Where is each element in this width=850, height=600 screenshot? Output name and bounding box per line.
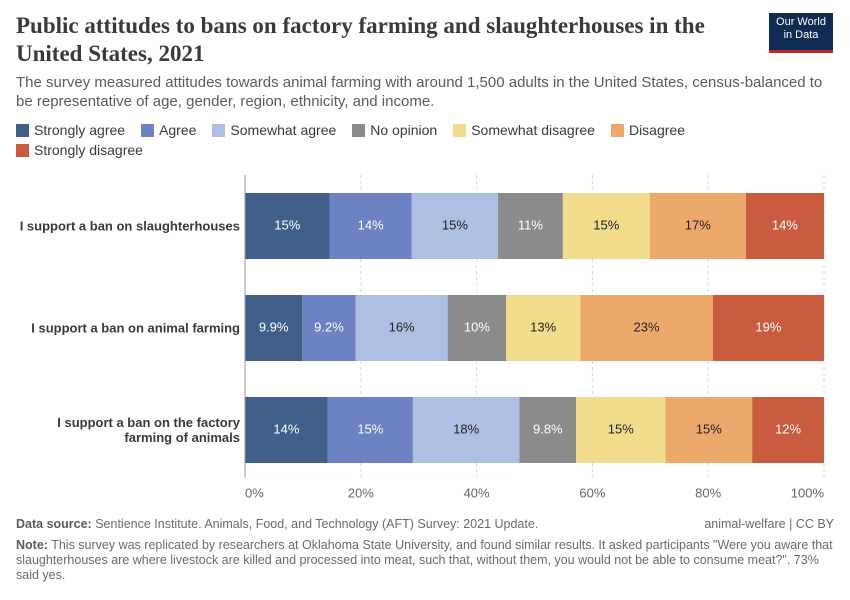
legend-label: Agree bbox=[159, 122, 197, 138]
bar-segment bbox=[562, 193, 650, 259]
value-label: 23% bbox=[634, 319, 660, 334]
legend-label: No opinion bbox=[370, 122, 438, 138]
category-label: I support a ban on slaughterhouses bbox=[19, 218, 240, 234]
license[interactable]: animal-welfare | CC BY bbox=[704, 517, 834, 531]
value-label: 14% bbox=[273, 421, 299, 436]
value-label: 15% bbox=[274, 217, 300, 232]
legend-item[interactable]: Strongly agree bbox=[16, 122, 125, 138]
logo[interactable]: Our World in Data bbox=[769, 13, 833, 53]
value-label: 15% bbox=[593, 217, 619, 232]
bar-segment bbox=[355, 295, 448, 361]
x-tick-label: 0% bbox=[245, 485, 264, 500]
legend-label: Strongly disagree bbox=[34, 142, 143, 158]
bar-segment bbox=[329, 193, 412, 259]
bar-segment bbox=[712, 295, 824, 361]
legend-item[interactable]: Somewhat agree bbox=[212, 122, 336, 138]
note-line: Note: This survey was replicated by rese… bbox=[16, 538, 834, 583]
bar-segment bbox=[245, 193, 330, 259]
chart-subtitle: The survey measured attitudes towards an… bbox=[16, 74, 823, 110]
note: This survey was replicated by researcher… bbox=[16, 538, 833, 582]
x-tick-label: 80% bbox=[695, 485, 721, 500]
value-label: 12% bbox=[775, 421, 801, 436]
bar-segment bbox=[412, 397, 520, 463]
x-tick-label: 20% bbox=[348, 485, 374, 500]
value-label: 9.9% bbox=[259, 319, 289, 334]
bar-segment bbox=[327, 397, 413, 463]
legend-item[interactable]: No opinion bbox=[352, 122, 437, 138]
legend-item[interactable]: Strongly disagree bbox=[16, 142, 143, 158]
legend-swatch bbox=[212, 123, 226, 137]
x-tick-label: 40% bbox=[464, 485, 490, 500]
footer: Data source: Sentience Institute. Animal… bbox=[16, 517, 834, 583]
source-line: Data source: Sentience Institute. Animal… bbox=[16, 517, 834, 532]
value-label: 9.8% bbox=[533, 421, 563, 436]
logo-line: in Data bbox=[783, 29, 819, 41]
note-label: Note: bbox=[16, 538, 48, 552]
legend: Strongly agree Agree Somewhat agree No opin… bbox=[16, 122, 716, 158]
value-label: 15% bbox=[696, 421, 722, 436]
value-label: 15% bbox=[442, 217, 468, 232]
bar-segment bbox=[245, 397, 328, 463]
value-label: 14% bbox=[772, 217, 798, 232]
source-label: Data source: bbox=[16, 517, 92, 531]
value-label: 15% bbox=[608, 421, 634, 436]
bar-segment bbox=[498, 193, 563, 259]
chart: 0% 20% 40% 60% 80% 100% 15% 14% 15% 11% 15% 17% 14% 9… bbox=[244, 175, 825, 500]
category-label: I support a ban on the factory farming o… bbox=[57, 415, 240, 445]
value-label: 9.2% bbox=[314, 319, 344, 334]
value-label: 14% bbox=[358, 217, 384, 232]
value-label: 18% bbox=[453, 421, 479, 436]
value-label: 10% bbox=[464, 319, 490, 334]
legend-swatch bbox=[16, 143, 29, 157]
bar-segment bbox=[411, 193, 499, 259]
bar-segment bbox=[649, 193, 746, 259]
value-label: 13% bbox=[530, 319, 556, 334]
x-tick-label: 60% bbox=[579, 485, 605, 500]
legend-item[interactable]: Disagree bbox=[610, 122, 685, 138]
bar-segment bbox=[519, 397, 577, 463]
bar-segment bbox=[245, 295, 303, 361]
logo-line: Our World bbox=[776, 16, 826, 28]
value-label: 15% bbox=[357, 421, 383, 436]
plot-area: 0% 20% 40% 60% 80% 100% 15% 14% 15% 11% 15% 17% 14% 9… bbox=[0, 170, 850, 510]
legend-swatch bbox=[16, 123, 29, 137]
value-label: 19% bbox=[755, 319, 781, 334]
bar-segment bbox=[580, 295, 713, 361]
legend-label: Somewhat agree bbox=[230, 122, 337, 138]
legend-swatch bbox=[610, 123, 624, 137]
bar-segment bbox=[447, 295, 507, 361]
category-label: I support a ban on animal farming bbox=[31, 320, 240, 336]
bar-segment bbox=[665, 397, 753, 463]
bar-segment bbox=[302, 295, 356, 361]
chart-title: Public attitudes to bans on factory farm… bbox=[16, 13, 705, 66]
legend-label: Somewhat disagree bbox=[471, 122, 595, 138]
legend-swatch bbox=[141, 123, 155, 137]
value-label: 11% bbox=[518, 217, 543, 232]
bar-segment bbox=[745, 193, 824, 259]
legend-label: Strongly agree bbox=[34, 122, 126, 138]
bar-segment bbox=[576, 397, 666, 463]
value-label: 16% bbox=[389, 319, 415, 334]
legend-item[interactable]: Somewhat disagree bbox=[453, 122, 595, 138]
source: Sentience Institute. Animals, Food, and … bbox=[95, 517, 539, 531]
bar-segment bbox=[506, 295, 581, 361]
value-label: 17% bbox=[685, 217, 711, 232]
legend-label: Disagree bbox=[628, 122, 685, 138]
x-tick-label: 100% bbox=[791, 485, 825, 500]
bar-segment bbox=[752, 397, 824, 463]
legend-swatch bbox=[453, 123, 467, 137]
legend-swatch bbox=[352, 123, 366, 137]
legend-item[interactable]: Agree bbox=[141, 122, 196, 138]
